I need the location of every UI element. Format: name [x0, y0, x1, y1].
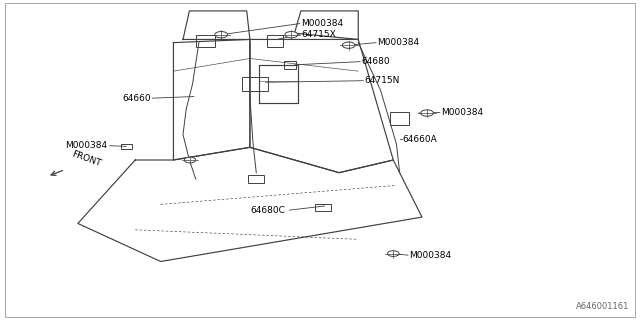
Bar — [390, 112, 409, 125]
Circle shape — [388, 251, 399, 256]
Text: 64660: 64660 — [122, 94, 151, 103]
Text: 64680: 64680 — [362, 57, 390, 66]
Text: 64715X: 64715X — [301, 30, 335, 39]
Text: FRONT: FRONT — [70, 149, 102, 168]
Circle shape — [184, 157, 196, 163]
Text: M000384: M000384 — [65, 141, 108, 150]
Circle shape — [420, 110, 433, 116]
Text: 64715N: 64715N — [365, 76, 400, 85]
Circle shape — [342, 42, 355, 48]
Text: M000384: M000384 — [301, 19, 343, 28]
Bar — [284, 61, 296, 69]
Text: M000384: M000384 — [441, 108, 483, 117]
Text: 64660A: 64660A — [403, 135, 438, 144]
Bar — [248, 175, 264, 183]
Text: M000384: M000384 — [378, 38, 419, 47]
Bar — [120, 143, 132, 149]
Bar — [243, 77, 268, 91]
Text: 64680C: 64680C — [250, 206, 285, 215]
Text: M000384: M000384 — [409, 251, 451, 260]
Bar — [268, 36, 284, 47]
Bar — [316, 204, 331, 211]
Bar — [196, 35, 215, 47]
Circle shape — [215, 32, 228, 38]
Circle shape — [285, 32, 298, 38]
Text: A646001161: A646001161 — [575, 302, 629, 311]
